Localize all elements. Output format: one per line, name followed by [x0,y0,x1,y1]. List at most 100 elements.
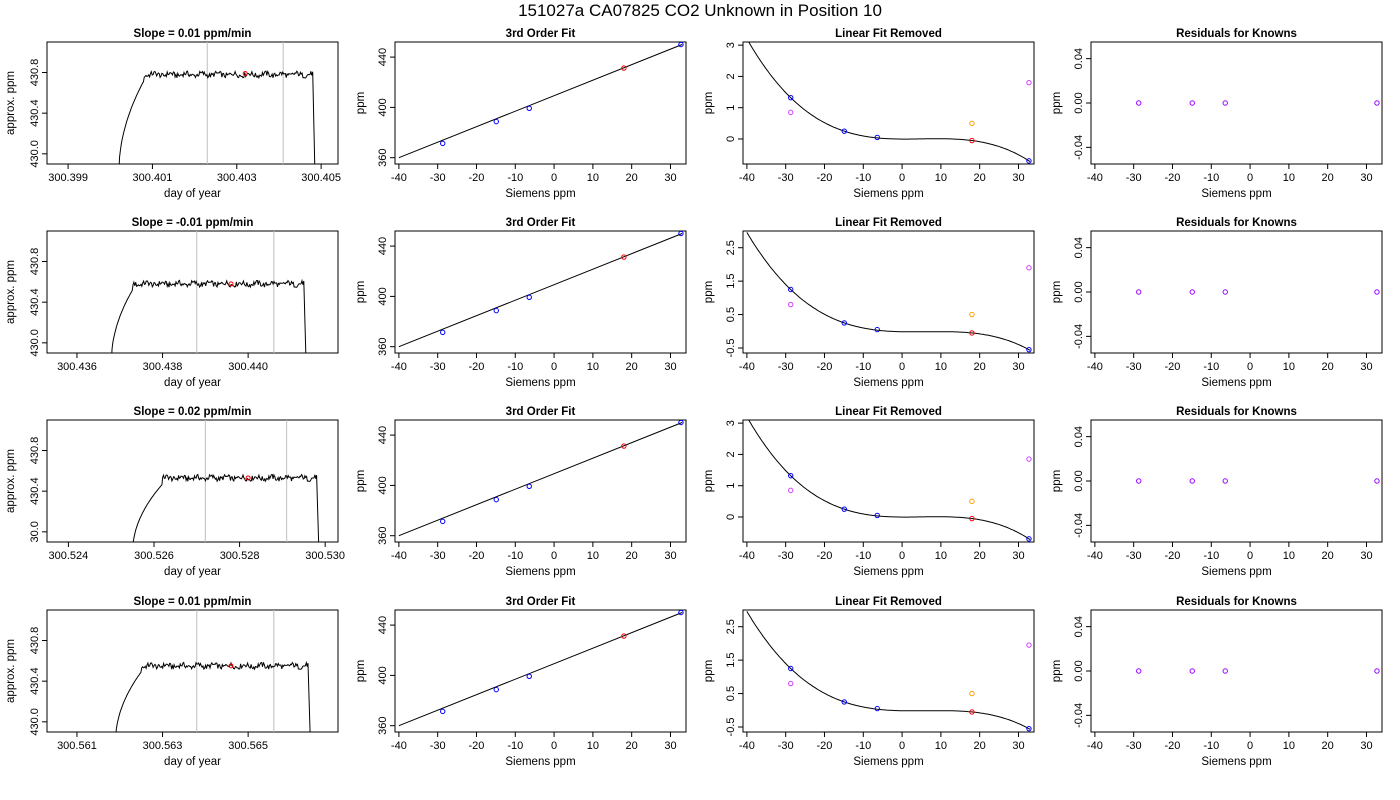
plot-area [111,231,307,353]
data-point [969,311,975,318]
plot-area [398,42,684,159]
data-point [841,128,847,134]
x-tick-label: -10 [1203,550,1219,562]
x-tick-label: -10 [1203,361,1219,373]
x-tick-label: -40 [391,361,407,373]
x-tick-label: -40 [1087,361,1103,373]
data-point [621,633,627,639]
data-point [788,286,794,293]
x-tick-label: -10 [507,550,523,562]
plot-frame [742,609,1035,733]
x-tick-label: 20 [1322,361,1334,373]
mean-marker [228,663,234,669]
x-tick-label: 10 [935,172,947,184]
x-tick-label: 20 [974,172,986,184]
y-axis-label: ppm [355,470,367,492]
y-tick-label: 430.4 [29,288,41,316]
y-tick-label: 0.04 [1073,48,1085,69]
x-tick-label: -30 [1126,172,1142,184]
panel-title: Slope = 0.01 ppm/min [134,596,252,608]
panel-title: Linear Fit Removed [835,596,942,608]
data-point [493,496,499,503]
x-tick-label: -30 [430,740,446,752]
y-tick-label: 400 [377,287,389,305]
x-tick-label: 20 [974,740,986,752]
y-axis-label: ppm [703,470,715,492]
x-tick-label: 10 [935,550,947,562]
y-tick-label: 2.5 [725,619,737,634]
x-tick-label: 20 [626,550,638,562]
data-point [526,105,532,111]
y-tick-label: 0.5 [725,686,737,701]
fit-curve [748,420,1031,541]
panel-title: Residuals for Knowns [1176,217,1297,229]
panel-title: Slope = -0.01 ppm/min [132,217,254,229]
x-tick-label: -30 [1126,740,1142,752]
x-tick-label: 10 [1283,361,1295,373]
y-tick-label: 440 [377,616,389,634]
x-tick-label: 0 [899,740,905,752]
plot-area [1136,100,1380,106]
x-tick-label: -40 [1087,172,1103,184]
x-tick-label: -20 [469,172,485,184]
y-tick-label: 430.0 [29,140,41,168]
panel-title: Linear Fit Removed [835,406,942,418]
data-point [1222,478,1228,484]
y-tick-label: 2 [725,451,737,457]
x-tick-label: -10 [1203,740,1219,752]
data-point [841,699,847,705]
x-tick-label: 10 [1283,172,1295,184]
plot-area [1136,668,1380,674]
data-point [969,690,975,697]
mean-marker [245,475,251,481]
x-tick-label: 20 [1322,172,1334,184]
x-tick-label: -10 [855,740,871,752]
y-axis-label: ppm [1051,470,1063,492]
x-tick-label: -10 [507,172,523,184]
y-axis-label: approx. ppm [5,639,17,703]
x-tick-label: -20 [469,361,485,373]
plot-frame [394,41,687,165]
panel-r3-c3: Linear Fit Removed -40 -30 -20 -10 0 10 20 30 0 1 2… [703,406,1035,578]
data-point [440,140,446,147]
data-point [841,506,847,512]
x-tick-label: -40 [391,550,407,562]
x-tick-label: 30 [664,550,676,562]
panel-title: Residuals for Knowns [1176,406,1297,418]
data-point [621,443,627,449]
y-axis-label: ppm [355,281,367,303]
plot-area [746,611,1032,732]
plot-frame [46,41,339,165]
x-tick-label: 30 [1012,172,1024,184]
panel-title: 3rd Order Fit [506,28,576,40]
y-tick-label: 0.00 [1073,470,1085,491]
y-axis-label: ppm [703,660,715,682]
x-tick-label: 10 [935,361,947,373]
x-tick-label: -40 [739,740,755,752]
y-tick-label: 400 [377,476,389,494]
x-tick-label: 300.561 [57,740,97,752]
y-axis-label: approx. ppm [5,71,17,135]
y-tick-label: 360 [377,527,389,545]
x-axis-label: Siemens ppm [505,377,575,389]
y-tick-label: -0.5 [725,718,737,737]
data-point [1136,668,1142,674]
analyzer-trace [111,278,307,353]
x-tick-label: -10 [1203,172,1219,184]
x-tick-label: 300.563 [143,740,183,752]
y-axis-label: ppm [1051,660,1063,682]
fit-curve [746,232,1031,351]
y-tick-label: -0.04 [1073,513,1085,538]
data-point [969,709,975,715]
data-point [1026,265,1032,271]
data-point [874,512,880,519]
data-point [440,708,446,715]
y-tick-label: 1.5 [725,273,737,288]
data-point [1374,100,1380,106]
x-tick-label: 300.440 [228,361,268,373]
data-point [1026,158,1032,164]
plot-frame [46,230,339,354]
plot-frame [1090,419,1383,543]
analyzer-trace [115,660,311,732]
